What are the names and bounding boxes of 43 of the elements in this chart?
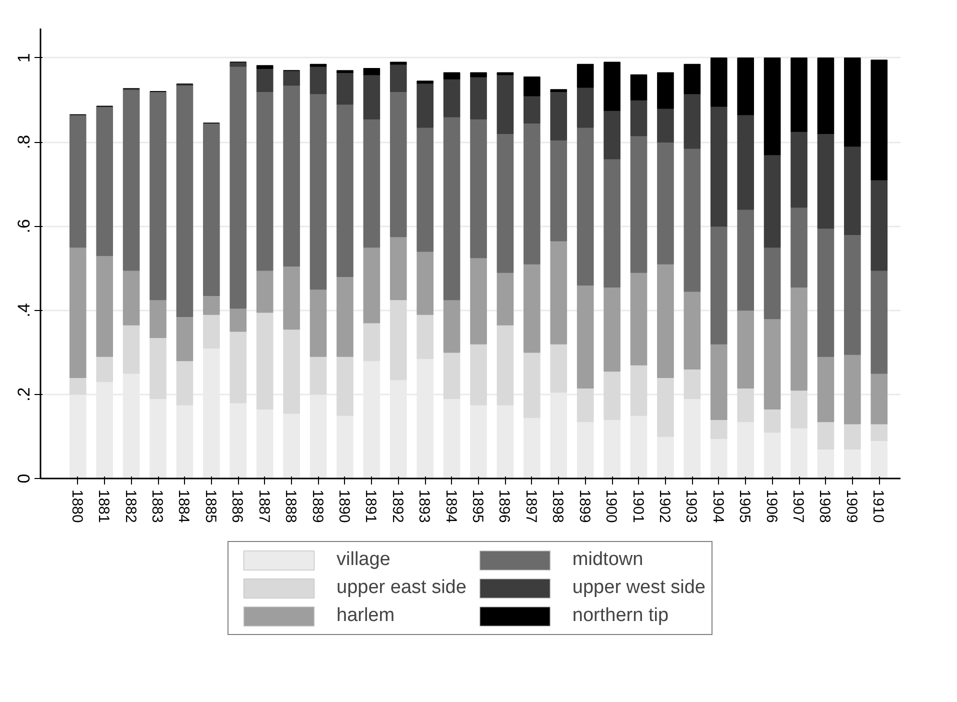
x-tick-label: 1884 [175,490,192,523]
y-tick-label: 1 [14,53,34,63]
x-tick-label: 1901 [629,490,646,523]
x-tick-label: 1891 [362,490,380,523]
x-tick-label: 1887 [255,490,272,523]
x-tick-label: 1894 [442,490,460,523]
y-tick-label: .2 [14,387,34,402]
x-tick-label: 1880 [68,490,86,523]
legend-label: midtown [572,548,644,570]
y-tick-label: .4 [14,303,34,318]
x-tick-label: 1898 [549,490,566,523]
x-tick-label: 1897 [522,490,540,523]
x-tick-label: 1889 [308,490,326,523]
x-tick-label: 1895 [469,490,486,523]
legend-label: upper east side [336,576,466,598]
x-tick-label: 1903 [682,490,700,523]
legend-label: harlem [336,604,395,626]
x-tick-label: 1883 [148,490,166,523]
x-tick-label: 1892 [388,490,406,523]
legend-label: upper west side [572,576,706,598]
x-tick-label: 1904 [709,490,726,523]
x-tick-label: 1886 [228,490,246,523]
x-tick-label: 1899 [576,490,593,523]
x-tick-label: 1907 [790,490,807,523]
x-tick-label: 1882 [122,490,139,523]
legend-label: northern tip [572,604,669,626]
x-tick-label: 1906 [762,490,780,523]
y-tick-label: .6 [14,219,34,234]
x-tick-label: 1888 [282,490,300,523]
x-tick-label: 1885 [202,490,219,523]
x-tick-label: 1905 [736,490,754,523]
x-tick-label: 1900 [602,490,620,523]
x-tick-label: 1893 [416,490,433,523]
x-tick-label: 1896 [496,490,513,523]
x-tick-label: 1902 [656,490,673,523]
legend-label: village [336,548,390,570]
y-tick-label: .8 [14,134,34,150]
x-tick-label: 1881 [95,490,112,523]
x-tick-label: 1909 [842,490,860,523]
x-tick-label: 1908 [816,490,834,523]
x-tick-label: 1910 [870,490,887,523]
x-tick-label: 1890 [335,490,352,523]
y-tick-label: 0 [14,474,34,484]
